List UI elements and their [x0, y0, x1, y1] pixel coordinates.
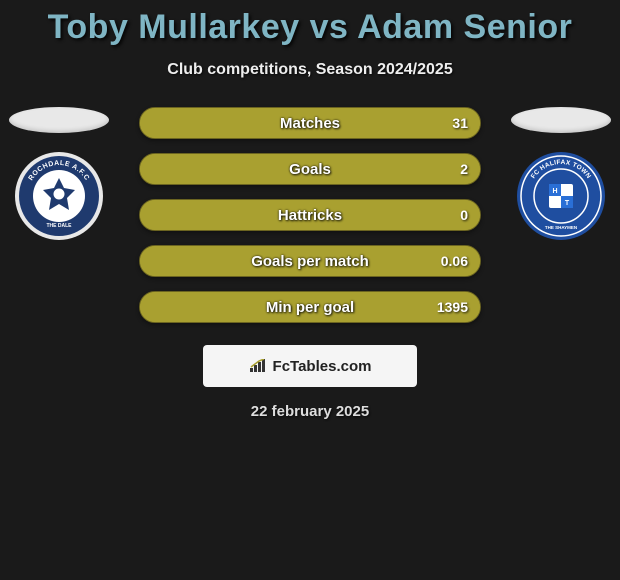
stat-value-right: 31: [452, 115, 468, 131]
player2-name: Adam Senior: [357, 8, 572, 46]
stat-bars: Matches 31 Goals 2 Hattricks 0 Goals per match…: [139, 107, 481, 323]
stat-label: Goals per match: [251, 253, 369, 270]
stat-label: Hattricks: [278, 207, 342, 224]
branding-badge: FcTables.com: [203, 345, 417, 387]
stat-bar: Hattricks 0: [139, 199, 481, 231]
svg-text:THE SHAYMEN: THE SHAYMEN: [545, 225, 577, 230]
svg-text:T: T: [565, 200, 570, 207]
stat-label: Matches: [280, 115, 340, 132]
player2-avatar-placeholder: [511, 107, 611, 133]
stat-value-right: 1395: [437, 299, 468, 315]
page-title: Toby Mullarkey vs Adam Senior: [0, 0, 620, 47]
stat-value-right: 0.06: [441, 253, 468, 269]
date-text: 22 february 2025: [0, 403, 620, 420]
stat-bar: Goals per match 0.06: [139, 245, 481, 277]
chart-icon: [249, 359, 267, 373]
stat-value-right: 2: [460, 161, 468, 177]
comparison-panel: ROCHDALE A.F.C THE DALE FC HALIFAX TOWN: [0, 107, 620, 323]
player1-name: Toby Mullarkey: [48, 8, 300, 46]
player1-slot: ROCHDALE A.F.C THE DALE: [4, 107, 114, 241]
stat-value-right: 0: [460, 207, 468, 223]
stat-label: Goals: [289, 161, 331, 178]
player1-club-crest: ROCHDALE A.F.C THE DALE: [14, 151, 104, 241]
player2-slot: FC HALIFAX TOWN THE SHAYMEN H T: [506, 107, 616, 241]
subtitle: Club competitions, Season 2024/2025: [0, 61, 620, 79]
svg-text:H: H: [552, 188, 557, 195]
stat-bar: Matches 31: [139, 107, 481, 139]
player1-avatar-placeholder: [9, 107, 109, 133]
player2-club-crest: FC HALIFAX TOWN THE SHAYMEN H T: [516, 151, 606, 241]
branding-text: FcTables.com: [273, 358, 372, 375]
vs-text: vs: [300, 8, 357, 46]
stat-bar: Min per goal 1395: [139, 291, 481, 323]
stat-bar: Goals 2: [139, 153, 481, 185]
stat-label: Min per goal: [266, 299, 354, 316]
svg-text:THE DALE: THE DALE: [47, 223, 73, 229]
